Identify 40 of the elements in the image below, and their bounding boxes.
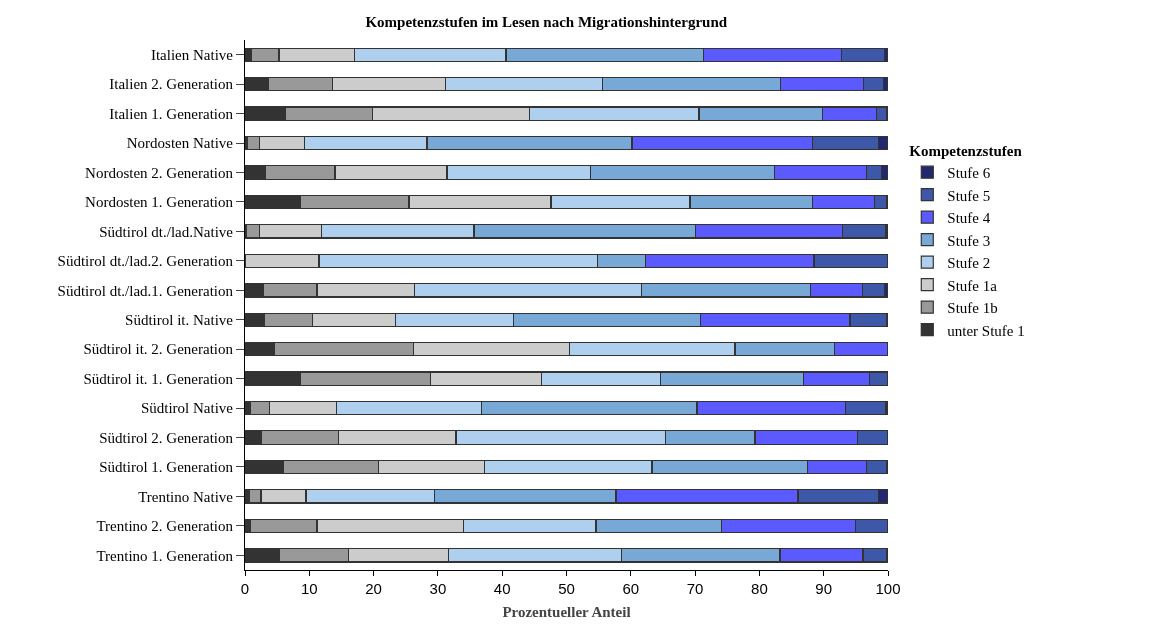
- y-tick-label: Südtirol dt./lad.Native: [99, 223, 234, 240]
- legend-label: Stufe 1a: [947, 277, 998, 294]
- y-tick-label: Südtirol 1. Generation: [99, 459, 234, 476]
- y-tick-label: Südtirol it. 1. Generation: [83, 370, 234, 387]
- y-tick-label: Nordosten 2. Generation: [85, 164, 234, 181]
- x-axis-title: Prozentueller Anteil: [502, 604, 631, 620]
- x-tick-label: 30: [429, 580, 447, 597]
- x-tick-label: 50: [558, 580, 575, 597]
- legend-label: Stufe 3: [947, 232, 991, 249]
- legend-title: Kompetenzstufen: [909, 142, 1023, 159]
- x-tick-label: 80: [751, 580, 768, 597]
- y-tick-label: Italien Native: [150, 46, 234, 63]
- y-tick-label: Trentino 1. Generation: [96, 547, 234, 564]
- legend-label: Stufe 6: [947, 165, 991, 181]
- x-tick-label: 40: [493, 580, 511, 597]
- y-tick-label: Südtirol it. Native: [125, 311, 234, 328]
- y-tick-label: Südtirol dt./lad.2. Generation: [57, 253, 234, 270]
- y-tick-label: Nordosten Native: [126, 135, 234, 152]
- y-tick-label: Trentino Native: [138, 488, 234, 505]
- chart-title: Kompetenzstufen im Lesen nach Migrationshintergrund: [365, 13, 728, 30]
- x-tick-label: 60: [622, 580, 640, 597]
- y-tick-label: Nordosten 1. Generation: [85, 194, 234, 211]
- legend-label: Stufe 4: [947, 210, 991, 226]
- y-tick-label: Italien 2. Generation: [109, 76, 234, 93]
- legend-label: Stufe 5: [947, 187, 991, 204]
- x-tick-label: 20: [365, 580, 382, 597]
- y-tick-label: Südtirol it. 2. Generation: [83, 341, 234, 358]
- x-tick-label: 10: [300, 580, 318, 597]
- y-tick-label: Trentino 2. Generation: [96, 518, 234, 535]
- legend-label: Stufe 2: [947, 255, 991, 271]
- x-tick-label: 100: [875, 580, 901, 597]
- y-tick-label: Südtirol dt./lad.1. Generation: [57, 282, 234, 299]
- legend-label: unter Stufe 1: [947, 322, 1025, 339]
- x-tick-label: 0: [240, 580, 250, 597]
- x-tick-label: 70: [686, 580, 704, 597]
- legend-label: Stufe 1b: [947, 300, 998, 316]
- x-tick-label: 90: [815, 580, 833, 597]
- y-tick-label: Südtirol Native: [140, 400, 234, 417]
- y-tick-label: Südtirol 2. Generation: [99, 429, 234, 446]
- y-tick-label: Italien 1. Generation: [109, 105, 234, 122]
